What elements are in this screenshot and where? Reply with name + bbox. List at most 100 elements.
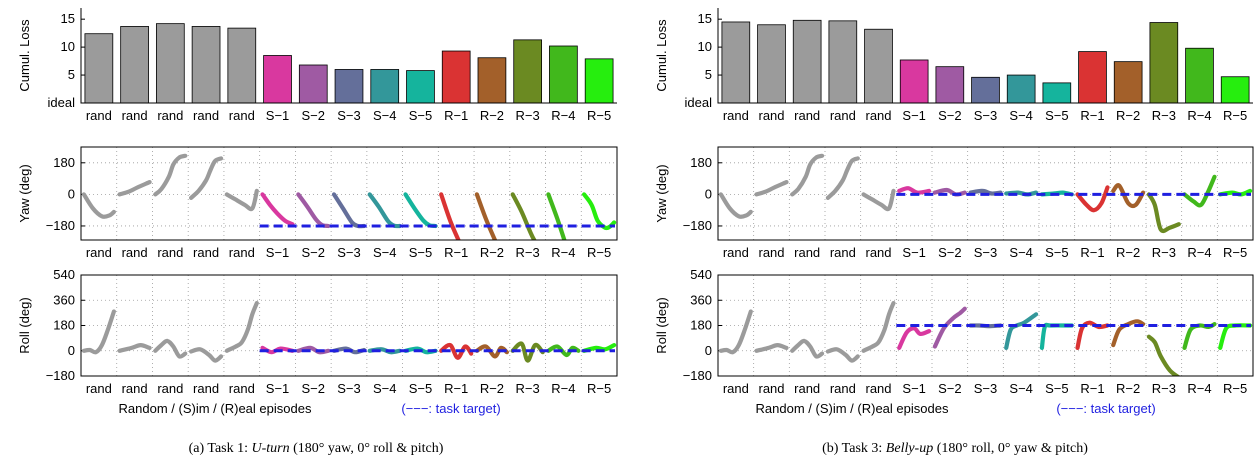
bar-rand [757, 24, 786, 104]
y-tick-label: 0 [705, 343, 712, 358]
x-tick-label: R−3 [516, 381, 540, 396]
x-tick-label: rand [157, 381, 183, 396]
axis-frame [80, 146, 618, 241]
episode-line-rand [790, 153, 825, 197]
episode-line-rand [153, 338, 188, 359]
x-tick-label: R−1 [444, 108, 468, 123]
y-tick-label: −180 [683, 218, 712, 233]
x-tick-label: S−3 [974, 245, 998, 260]
x-tick-label: rand [229, 245, 255, 260]
x-tick-label: S−3 [337, 381, 361, 396]
x-tick-label: S−5 [409, 108, 433, 123]
x-tick-label: R−1 [1080, 381, 1104, 396]
x-tick-label: S−3 [337, 245, 361, 260]
bar-rand [120, 26, 149, 104]
y-tick-label: 0 [68, 186, 75, 201]
y-tick-label: 360 [53, 292, 75, 307]
axis-frame [717, 274, 1254, 377]
y-tick-label: 5 [68, 67, 75, 82]
y-axis-label: Yaw (deg) [17, 164, 32, 222]
series-group [81, 153, 617, 240]
episode-line-rand [224, 188, 259, 212]
y-axis-label: Cumul. Loss [17, 19, 32, 92]
episode-line-R-4 [546, 192, 567, 240]
y-axis-label: Roll (deg) [17, 297, 32, 353]
bar-R-2 [477, 57, 507, 104]
bar-S-5 [1042, 82, 1072, 104]
episode-line-R-4 [1182, 322, 1217, 350]
bar-R-3 [1149, 22, 1179, 104]
y-tick-label: 180 [53, 155, 75, 170]
x-tick-label: R−3 [1152, 381, 1176, 396]
x-tick-label: R−2 [1116, 108, 1140, 123]
episode-line-rand [153, 153, 188, 197]
axis-frame [717, 146, 1254, 241]
bar-R-2 [1113, 61, 1143, 104]
x-tick-label: S−5 [1045, 381, 1069, 396]
y-tick-label: 360 [690, 292, 712, 307]
episode-line-rand [825, 156, 860, 200]
bar-R-3 [513, 39, 543, 104]
panel-b-roll: Roll (deg) −180 0 180 360 540 rand rand rand rand… [654, 267, 1254, 396]
episode-line-R-3 [1146, 334, 1181, 376]
x-tick-label: rand [794, 381, 820, 396]
x-tick-label: rand [758, 245, 784, 260]
episode-line-S-2 [932, 306, 967, 349]
episode-line-rand [224, 301, 259, 353]
bar-R-1 [1078, 51, 1107, 104]
bar-S-4 [370, 69, 400, 104]
episode-line-S-4 [367, 192, 402, 229]
y-axis-label: Roll (deg) [654, 297, 669, 353]
axis-frame [80, 274, 618, 377]
x-tick-label: R−2 [480, 381, 504, 396]
x-tick-label: S−2 [938, 245, 962, 260]
y-tick-label: 180 [690, 318, 712, 333]
x-tick-label: S−5 [409, 245, 433, 260]
x-tick-label: rand [758, 381, 784, 396]
episode-line-rand [790, 338, 825, 359]
bar-S-3 [334, 69, 364, 104]
x-tick-label: R−3 [1152, 245, 1176, 260]
episode-line-rand [754, 343, 789, 353]
x-tick-label: R−4 [1187, 108, 1211, 123]
x-tick-label: S−2 [938, 108, 962, 123]
x-tick-label: S−2 [938, 381, 962, 396]
x-tick-label: rand [86, 245, 112, 260]
y-tick-label: 540 [690, 267, 712, 282]
x-tick-label: S−5 [1045, 108, 1069, 123]
episode-line-rand [189, 156, 224, 200]
episode-line-R-1 [439, 342, 474, 360]
y-tick-label: ideal [685, 95, 713, 110]
x-tick-label: rand [122, 245, 148, 260]
episode-line-S-1 [897, 186, 932, 195]
x-tick-label: rand [229, 381, 255, 396]
episode-line-S-1 [260, 192, 295, 227]
bar-rand [227, 27, 257, 104]
panel-b-yaw: Yaw (deg) −180 0 180 rand rand rand rand rand S−1… [654, 146, 1254, 260]
episode-line-R-4 [546, 344, 581, 358]
y-axis-label: Yaw (deg) [654, 164, 669, 222]
x-tick-label: S−2 [302, 108, 326, 123]
x-tick-label: R−2 [1116, 245, 1140, 260]
y-tick-label: −180 [46, 368, 75, 383]
x-tick-label: S−4 [1009, 381, 1033, 396]
bar-rand [721, 21, 751, 104]
x-tick-label: R−5 [587, 381, 611, 396]
x-tick-label: S−2 [302, 245, 326, 260]
x-tick-label: R−4 [551, 381, 575, 396]
y-tick-label: −180 [46, 218, 75, 233]
x-tick-label: S−3 [337, 108, 361, 123]
x-tick-label: S−4 [373, 381, 397, 396]
x-tick-label: R−3 [516, 245, 540, 260]
bar-rand [828, 20, 858, 104]
episode-line-R-5 [1218, 323, 1253, 350]
episode-line-R-1 [1075, 185, 1110, 213]
bar-S-2 [935, 66, 965, 104]
x-tick-label: S−3 [974, 108, 998, 123]
bar-S-2 [298, 64, 328, 104]
episode-line-rand [117, 343, 152, 353]
episode-line-rand [189, 347, 224, 363]
x-tick-label: rand [865, 245, 891, 260]
x-tick-label: rand [193, 108, 219, 123]
